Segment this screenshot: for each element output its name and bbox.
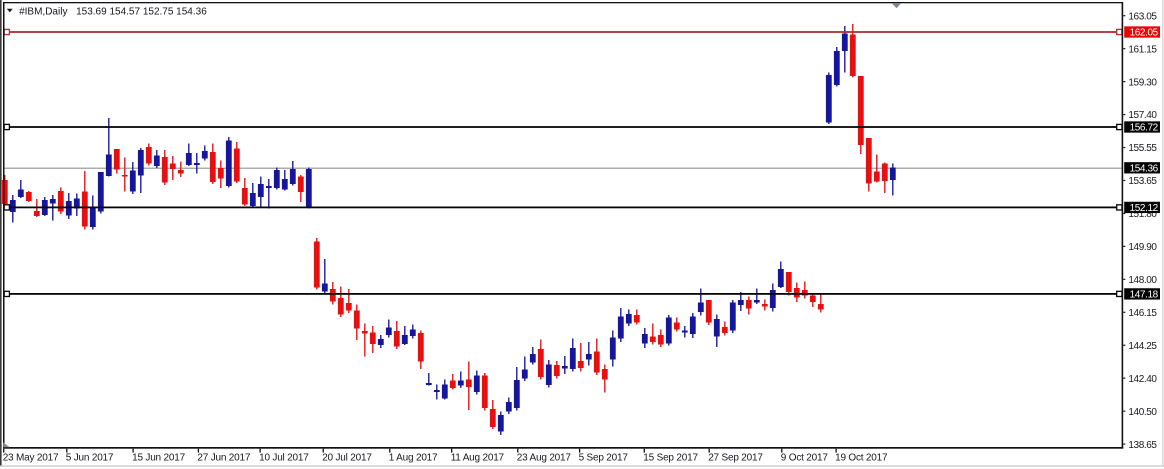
svg-text:10 Jul 2017: 10 Jul 2017 — [259, 452, 309, 463]
svg-text:144.25: 144.25 — [1128, 341, 1157, 352]
svg-text:11 Aug 2017: 11 Aug 2017 — [451, 452, 505, 463]
svg-text:153.69 154.57 152.75 154.36: 153.69 154.57 152.75 154.36 — [76, 6, 207, 17]
svg-text:1 Aug 2017: 1 Aug 2017 — [389, 452, 438, 463]
svg-text:147.18: 147.18 — [1130, 290, 1159, 301]
svg-text:156.72: 156.72 — [1130, 123, 1159, 134]
svg-text:149.90: 149.90 — [1128, 242, 1157, 253]
svg-text:142.40: 142.40 — [1128, 374, 1157, 385]
svg-text:153.65: 153.65 — [1128, 176, 1157, 187]
svg-text:140.50: 140.50 — [1128, 407, 1157, 418]
svg-text:#IBM,Daily: #IBM,Daily — [19, 6, 67, 17]
svg-text:27 Sep 2017: 27 Sep 2017 — [708, 452, 763, 463]
svg-text:152.12: 152.12 — [1130, 203, 1159, 214]
svg-text:27 Jun 2017: 27 Jun 2017 — [197, 452, 250, 463]
svg-text:157.40: 157.40 — [1128, 110, 1157, 121]
svg-text:146.15: 146.15 — [1128, 308, 1157, 319]
svg-text:155.55: 155.55 — [1128, 143, 1157, 154]
svg-text:162.05: 162.05 — [1130, 28, 1159, 39]
svg-text:5 Sep 2017: 5 Sep 2017 — [579, 452, 629, 463]
svg-text:5 Jun 2017: 5 Jun 2017 — [66, 452, 114, 463]
svg-text:159.30: 159.30 — [1128, 77, 1157, 88]
svg-text:15 Jun 2017: 15 Jun 2017 — [132, 452, 185, 463]
svg-text:19 Oct 2017: 19 Oct 2017 — [835, 452, 888, 463]
svg-text:23 May 2017: 23 May 2017 — [3, 452, 59, 463]
svg-text:148.00: 148.00 — [1128, 275, 1157, 286]
svg-text:23 Aug 2017: 23 Aug 2017 — [517, 452, 572, 463]
svg-text:163.05: 163.05 — [1128, 11, 1157, 22]
svg-text:161.15: 161.15 — [1128, 44, 1157, 55]
svg-text:15 Sep 2017: 15 Sep 2017 — [643, 452, 698, 463]
svg-text:154.36: 154.36 — [1130, 163, 1159, 174]
svg-text:9 Oct 2017: 9 Oct 2017 — [781, 452, 829, 463]
svg-text:20 Jul 2017: 20 Jul 2017 — [322, 452, 372, 463]
svg-text:151.80: 151.80 — [1128, 209, 1157, 220]
svg-text:138.65: 138.65 — [1128, 440, 1157, 451]
